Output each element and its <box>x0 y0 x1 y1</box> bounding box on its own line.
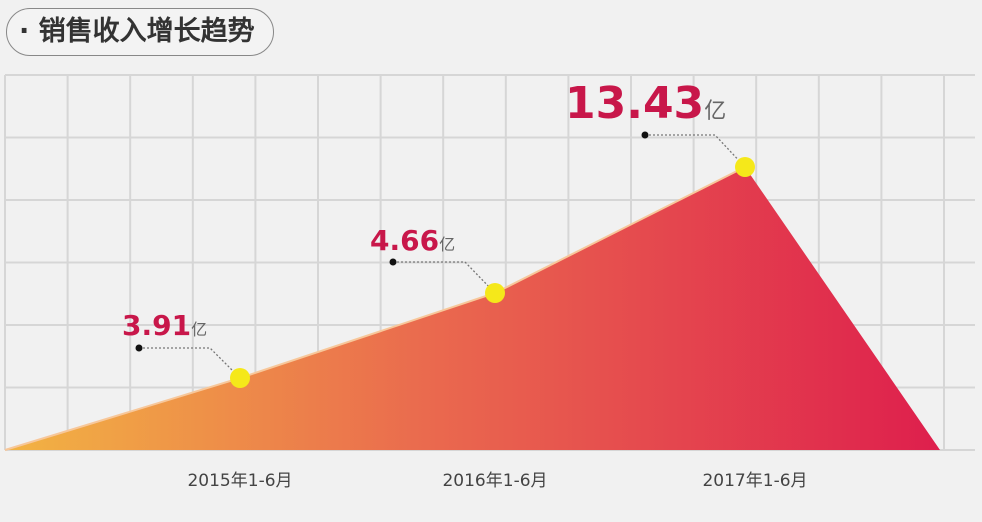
callout-line <box>645 134 746 168</box>
callout-line <box>139 347 241 379</box>
x-tick-label: 2015年1-6月 <box>187 471 292 491</box>
data-label: 13.43亿 <box>565 78 726 129</box>
data-label-unit: 亿 <box>439 235 455 254</box>
callout-dot <box>135 344 143 352</box>
callout-dot <box>389 258 397 266</box>
callout-dot <box>641 131 649 139</box>
data-label-unit: 亿 <box>191 320 207 339</box>
area-edge <box>4 166 746 451</box>
data-point-marker <box>735 157 755 177</box>
data-label: 3.91亿 <box>122 309 207 342</box>
data-point-marker <box>485 283 505 303</box>
x-tick-label: 2017年1-6月 <box>702 471 807 491</box>
data-point-marker <box>230 368 250 388</box>
chart-title: · 销售收入增长趋势 <box>6 8 274 56</box>
callout-line <box>393 261 496 294</box>
data-label-unit: 亿 <box>704 99 726 124</box>
x-tick-label: 2016年1-6月 <box>442 471 547 491</box>
